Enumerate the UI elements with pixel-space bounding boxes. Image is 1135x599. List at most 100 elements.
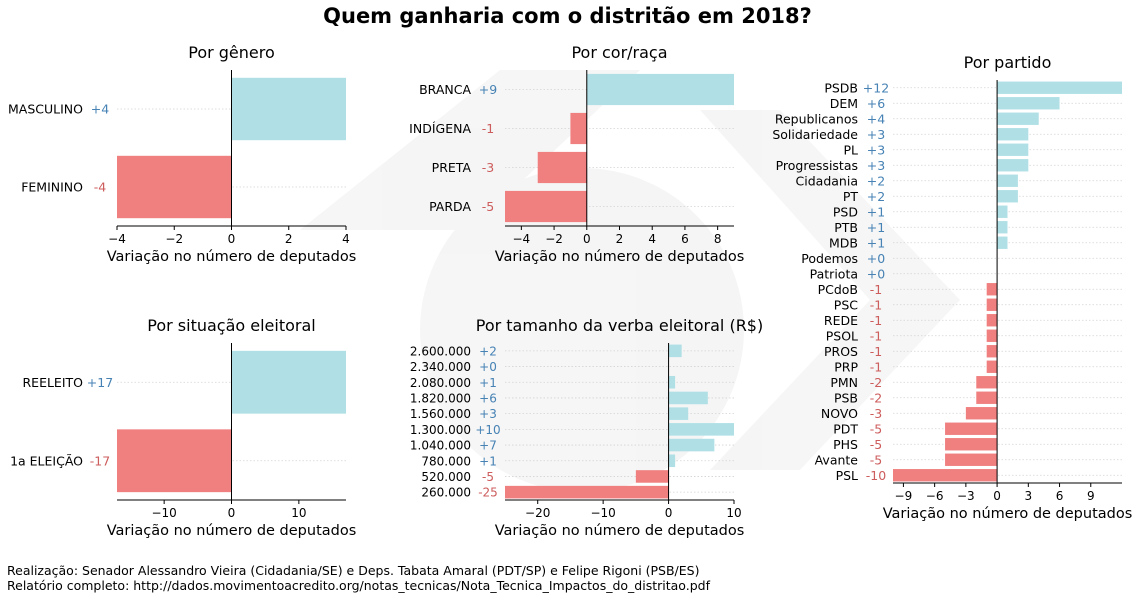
- x-tick-label: 10: [726, 506, 741, 520]
- bar: [986, 298, 998, 311]
- x-tick-label: −9: [895, 489, 913, 503]
- bar: [231, 77, 346, 141]
- category-label: Cidadania: [796, 173, 858, 188]
- chart-partido: Por partido PSDB +12 DEM +6 Republicanos +4 Sol…: [772, 53, 1132, 522]
- category-label: PL: [843, 142, 858, 157]
- bar: [997, 174, 1018, 187]
- x-tick-label: −4: [108, 232, 126, 246]
- x-tick-label: 0: [583, 232, 591, 246]
- category-label: PMN: [830, 375, 858, 390]
- chart-title: Por situação eleitoral: [147, 316, 315, 335]
- value-label: -1: [870, 313, 882, 328]
- bar: [986, 345, 998, 358]
- x-tick-label: 0: [665, 506, 673, 520]
- category-label: INDÍGENA: [409, 121, 471, 136]
- bar: [505, 190, 587, 223]
- category-label: 780.000: [421, 454, 471, 468]
- x-axis-label: Variação no número de deputados: [107, 523, 357, 539]
- category-label: BRANCA: [419, 82, 471, 97]
- x-tick-label: 6: [1056, 489, 1064, 503]
- value-label: +3: [479, 407, 497, 421]
- value-label: +1: [867, 235, 885, 250]
- category-label: PRETA: [432, 160, 472, 175]
- category-label: PHS: [833, 437, 858, 452]
- x-axis-label: Variação no número de deputados: [107, 249, 357, 265]
- value-label: +2: [479, 344, 497, 358]
- category-label: 2.080.000: [410, 376, 471, 390]
- category-label: PSOL: [826, 328, 858, 343]
- x-tick-label: −2: [165, 232, 183, 246]
- value-label: -2: [870, 375, 882, 390]
- category-label: PT: [843, 189, 859, 204]
- x-tick-label: −3: [957, 489, 975, 503]
- x-tick-label: 8: [714, 232, 722, 246]
- category-label: PSD: [833, 204, 858, 219]
- value-label: -1: [870, 344, 882, 359]
- value-label: -4: [94, 180, 107, 195]
- category-label: MASCULINO: [8, 102, 83, 117]
- category-label: REELEITO: [22, 375, 83, 390]
- value-label: -1: [870, 359, 882, 374]
- category-label: PRP: [834, 359, 858, 374]
- category-label: PSB: [834, 390, 858, 405]
- bar: [945, 453, 998, 466]
- x-tick-label: 2: [616, 232, 624, 246]
- x-tick-label: 0: [228, 232, 236, 246]
- chart-title: Por cor/raça: [571, 43, 667, 62]
- bar: [893, 469, 998, 482]
- category-label: Patriota: [810, 266, 858, 281]
- value-label: -1: [870, 282, 882, 297]
- chart-genero: Por gênero MASCULINO +4 FEMININO -4 −4 −2 0 2 4 Va…: [8, 43, 356, 265]
- chart-situacao: Por situação eleitoral REELEITO +17 1a ELEI…: [10, 316, 356, 539]
- bar: [586, 73, 734, 106]
- x-tick-label: 6: [681, 232, 689, 246]
- bar: [505, 485, 669, 499]
- value-label: -3: [870, 406, 882, 421]
- bar: [976, 376, 998, 389]
- value-label: -1: [870, 328, 882, 343]
- value-label: +17: [87, 375, 113, 390]
- category-label: Republicanos: [775, 111, 858, 126]
- value-label: +1: [867, 220, 885, 235]
- bar: [997, 97, 1060, 110]
- value-label: -5: [870, 437, 882, 452]
- x-tick-label: −20: [525, 506, 550, 520]
- category-label: NOVO: [821, 406, 858, 421]
- value-label: +4: [867, 111, 885, 126]
- value-label: -5: [482, 199, 494, 214]
- category-label: DEM: [830, 96, 858, 111]
- background-watermark: [300, 70, 960, 492]
- category-label: 1.820.000: [410, 391, 471, 405]
- value-label: +10: [475, 423, 500, 437]
- value-label: +2: [867, 173, 885, 188]
- category-label: 1.560.000: [410, 407, 471, 421]
- x-tick-label: −6: [926, 489, 944, 503]
- x-tick-label: −2: [545, 232, 563, 246]
- value-label: +4: [91, 102, 109, 117]
- category-label: PSDB: [824, 80, 858, 95]
- value-label: -1: [870, 297, 882, 312]
- bar: [986, 329, 998, 342]
- category-label: PTB: [834, 220, 858, 235]
- bar: [997, 190, 1018, 203]
- value-label: +9: [479, 82, 497, 97]
- category-label: PARDA: [429, 199, 471, 214]
- chart-verba: Por tamanho da verba eleitoral (R$) 2.600…: [410, 316, 763, 539]
- category-label: FEMININO: [21, 180, 83, 195]
- footer-report-link[interactable]: Relatório completo: http://dados.movimen…: [7, 578, 710, 593]
- category-label: Solidariedade: [772, 127, 858, 142]
- bar: [570, 112, 587, 145]
- chart-title: Por partido: [964, 53, 1052, 72]
- bar: [986, 360, 998, 373]
- category-label: MDB: [829, 235, 858, 250]
- main-title: Quem ganharia com o distritão em 2018?: [323, 4, 812, 28]
- value-label: +3: [867, 158, 885, 173]
- bar: [945, 422, 998, 435]
- value-label: -5: [482, 470, 494, 484]
- category-label: PSL: [836, 468, 858, 483]
- category-label: Podemos: [801, 251, 858, 266]
- category-label: 1.300.000: [410, 423, 471, 437]
- value-label: +6: [479, 391, 497, 405]
- value-label: +0: [867, 266, 885, 281]
- footer-credits: Realização: Senador Alessandro Vieira (C…: [7, 563, 700, 578]
